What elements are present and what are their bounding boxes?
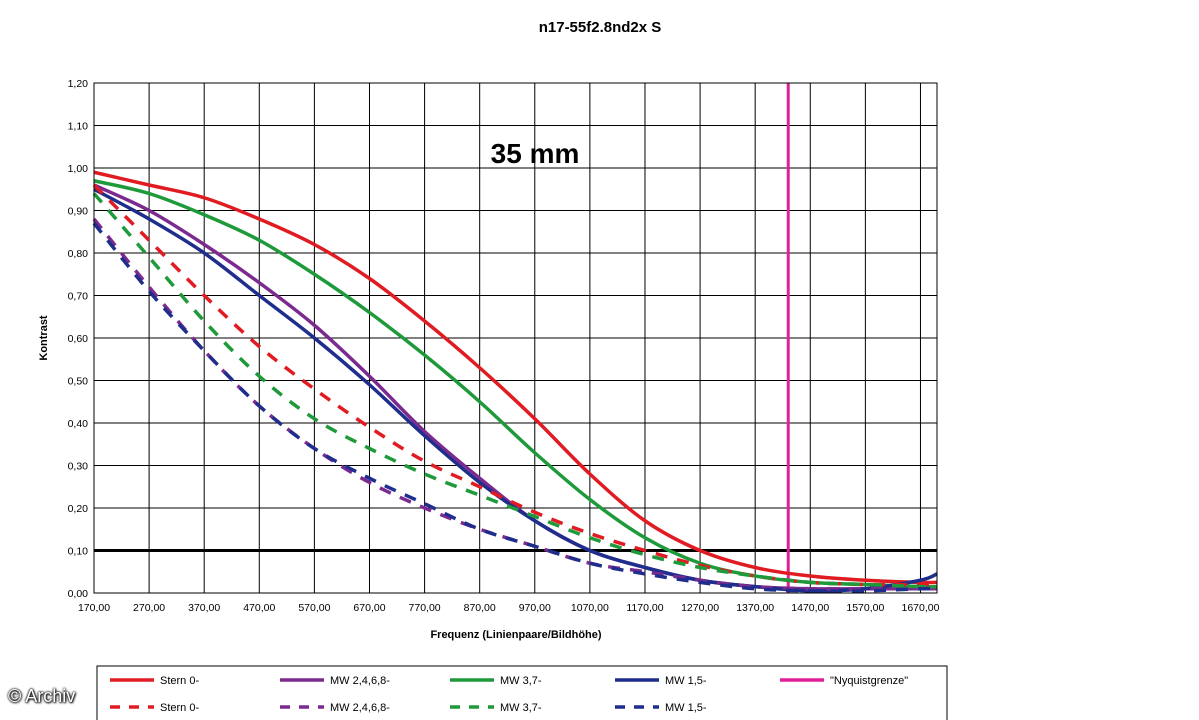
- focal-length-annotation: 35 mm: [491, 138, 580, 169]
- x-tick-label: 370,00: [188, 602, 220, 614]
- legend-label: Stern 0-: [160, 702, 199, 714]
- plot-frame: [93, 82, 938, 594]
- y-tick-label: 0,00: [68, 588, 89, 600]
- series-lines: [92, 170, 938, 593]
- legend-box: [96, 665, 948, 720]
- x-tick-label: 1470,00: [791, 602, 829, 614]
- legend-label: MW 1,5-: [665, 702, 707, 714]
- x-tick-label: 770,00: [409, 602, 441, 614]
- x-tick-label: 1370,00: [736, 602, 774, 614]
- x-tick-label: 670,00: [353, 602, 385, 614]
- legend-label: MW 2,4,6,8-: [330, 675, 390, 687]
- x-axis-label: Frequenz (Linienpaare/Bildhöhe): [430, 629, 601, 641]
- legend-label: MW 3,7-: [500, 675, 542, 687]
- x-tick-label: 970,00: [519, 602, 551, 614]
- y-tick-label: 0,70: [68, 291, 89, 303]
- series-solid-stern-0: [93, 170, 938, 585]
- x-tick-label: 1270,00: [681, 602, 719, 614]
- x-tick-labels: 170,00 270,00 370,00 470,00 570,00 670,00 770,…: [78, 602, 940, 614]
- y-tick-label: 0,60: [68, 333, 89, 345]
- y-tick-label: 0,40: [68, 418, 89, 430]
- x-tick-label: 170,00: [78, 602, 110, 614]
- x-tick-label: 1570,00: [846, 602, 884, 614]
- y-tick-labels: 0,00 0,10 0,20 0,30 0,40 0,50 0,60 0,70 0,80 0,90…: [68, 78, 89, 600]
- series-dashed-stern-0: [92, 183, 937, 587]
- x-tick-label: 570,00: [298, 602, 330, 614]
- y-tick-label: 0,10: [68, 546, 89, 558]
- x-tick-label: 1070,00: [571, 602, 609, 614]
- x-tick-label: 1670,00: [901, 602, 939, 614]
- legend-label: Stern 0-: [160, 675, 199, 687]
- chart-title: n17-55f2.8nd2x S: [539, 19, 662, 36]
- x-tick-label: 470,00: [243, 602, 275, 614]
- legend-label: MW 2,4,6,8-: [330, 702, 390, 714]
- legend-label: MW 1,5-: [665, 675, 707, 687]
- y-tick-label: 0,30: [68, 461, 89, 473]
- legend-label: "Nyquistgrenze": [830, 675, 908, 687]
- legend: Stern 0- MW 2,4,6,8- MW 3,7- MW 1,5- Stern 0…: [96, 665, 948, 720]
- legend-label: MW 3,7-: [500, 702, 542, 714]
- series-dashed-mw-1-5: [92, 222, 938, 593]
- y-tick-label: 1,00: [68, 163, 89, 175]
- y-tick-label: 0,80: [68, 248, 89, 260]
- y-tick-label: 1,10: [68, 121, 89, 133]
- y-tick-label: 1,20: [68, 78, 89, 90]
- y-tick-label: 0,20: [68, 503, 89, 515]
- watermark: © Archiv: [8, 686, 76, 706]
- y-axis-label: Kontrast: [38, 315, 50, 361]
- x-tick-label: 870,00: [464, 602, 496, 614]
- y-tick-label: 0,50: [68, 376, 89, 388]
- y-tick-label: 0,90: [68, 206, 89, 218]
- x-tick-label: 270,00: [133, 602, 165, 614]
- x-tick-label: 1170,00: [626, 602, 663, 614]
